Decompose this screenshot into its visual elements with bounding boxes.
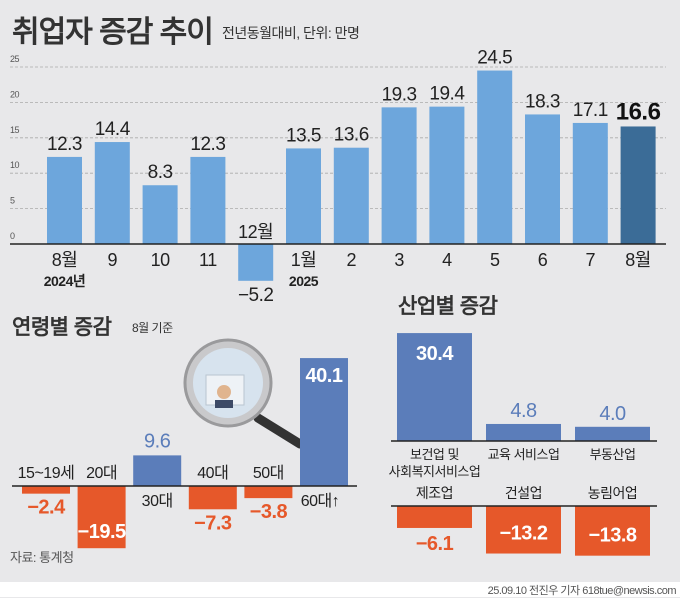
value-label: 18.3: [525, 91, 560, 112]
source-label: 자료: 통계청: [10, 550, 74, 565]
footer: 25.09.10 전진우 기자 618tue@newsis.com: [0, 582, 680, 597]
category-label: 교육 서비스업: [488, 447, 560, 462]
bar-age: [244, 486, 293, 499]
bar-age: [188, 486, 237, 510]
bar-month: [477, 70, 513, 244]
category-label: 건설업: [505, 485, 542, 501]
category-label: 40대: [197, 464, 228, 482]
infographic: 취업자 증감 추이 전년동월대비, 단위: 만명051015202512.38월1…: [10, 16, 666, 565]
bar-age: [133, 455, 182, 486]
category-label: 15~19세: [18, 464, 75, 482]
category-label: 제조업: [416, 485, 453, 501]
chart-title: 취업자 증감 추이: [12, 16, 213, 49]
category-label-line: 교육 서비스업: [488, 447, 560, 462]
category-label-line: 사회복지서비스업: [389, 464, 481, 479]
bar-industry: [397, 333, 472, 441]
value-label: −3.8: [250, 501, 288, 523]
industry-chart-title: 산업별 증감: [398, 295, 498, 318]
category-label: 농림어업: [588, 485, 638, 501]
bar-month: [572, 122, 608, 244]
value-label: 8.3: [148, 162, 173, 183]
value-label: 12.3: [47, 134, 82, 155]
value-label: −7.3: [194, 512, 232, 534]
bar-age: [77, 486, 126, 549]
bar-month: [94, 142, 130, 244]
category-label: 50대: [253, 464, 284, 482]
y-tick-label: 15: [10, 125, 20, 135]
category-label-line: 부동산업: [590, 447, 636, 462]
bar-month: [286, 148, 321, 244]
credit-line: 25.09.10 전진우 기자 618tue@newsis.com: [487, 585, 677, 597]
bar-month: [190, 156, 226, 244]
category-label: 부동산업: [590, 447, 636, 462]
bar-industry: [575, 506, 650, 556]
value-label: −6.1: [416, 533, 454, 555]
magnifier-handle-icon: [253, 413, 305, 449]
value-label: −5.2: [238, 285, 274, 306]
x-tick-label: 8월: [625, 250, 651, 270]
bar-industry: [575, 426, 650, 441]
x-tick-label: 6: [538, 250, 548, 270]
bar-month: [381, 107, 417, 244]
bar-month: [47, 156, 82, 244]
value-label: −13.8: [588, 525, 636, 547]
bar-month: [525, 114, 560, 244]
value-label: 40.1: [306, 365, 343, 387]
category-label-line: 보건업 및: [410, 447, 459, 462]
year-label: 2024년: [44, 273, 86, 289]
age-chart-title: 연령별 증감: [12, 316, 112, 339]
bar-month: [333, 147, 369, 244]
x-tick-label: 10: [151, 250, 171, 270]
x-tick-label: 2: [347, 250, 357, 270]
value-label: 12.3: [190, 134, 225, 155]
person-suit: [215, 400, 233, 408]
bar-industry: [397, 506, 472, 528]
x-tick-label: 12월: [238, 222, 273, 242]
value-label: 9.6: [144, 430, 171, 452]
bar-industry: [486, 506, 561, 554]
x-tick-label: 5: [490, 250, 500, 270]
bar-age: [22, 486, 70, 494]
age-chart-subtitle: 8월 기준: [132, 321, 173, 335]
y-tick-label: 10: [10, 160, 20, 170]
value-label: −13.2: [499, 523, 547, 545]
chart-subtitle: 전년동월대비, 단위: 만명: [222, 25, 359, 41]
bar-month: [238, 244, 274, 281]
value-label: −19.5: [78, 521, 126, 543]
value-label: 17.1: [573, 100, 608, 121]
x-tick-label: 1월: [291, 250, 317, 270]
y-tick-label: 20: [10, 89, 20, 99]
bar-month: [142, 185, 178, 244]
category-label: 20대: [86, 464, 117, 482]
value-label: 16.6: [616, 98, 661, 125]
category-label: 30대: [142, 492, 173, 510]
category-label: 60대↑: [301, 492, 340, 510]
x-tick-label: 9: [108, 250, 118, 270]
x-tick-label: 11: [199, 250, 217, 270]
value-label: 19.3: [382, 84, 417, 105]
person-icon: [217, 385, 231, 399]
value-label: 19.4: [429, 84, 465, 105]
x-tick-label: 4: [442, 250, 452, 270]
x-tick-label: 7: [586, 250, 596, 270]
y-tick-label: 0: [10, 231, 15, 241]
bar-industry: [486, 423, 561, 441]
value-label: 24.5: [477, 48, 512, 69]
value-label: 30.4: [416, 343, 454, 365]
bar-month: [620, 126, 656, 244]
bar-age: [300, 358, 348, 486]
y-tick-label: 25: [10, 54, 20, 64]
x-tick-label: 3: [394, 250, 404, 270]
bar-month: [429, 106, 465, 244]
year-label: 2025: [289, 273, 319, 289]
y-tick-label: 5: [10, 196, 15, 206]
value-label: 13.5: [286, 125, 321, 146]
x-tick-label: 8월: [52, 250, 78, 270]
value-label: 4.8: [510, 400, 537, 422]
value-label: −2.4: [27, 497, 66, 519]
value-label: 14.4: [95, 119, 131, 140]
value-label: 4.0: [599, 403, 626, 425]
value-label: 13.6: [334, 125, 369, 146]
